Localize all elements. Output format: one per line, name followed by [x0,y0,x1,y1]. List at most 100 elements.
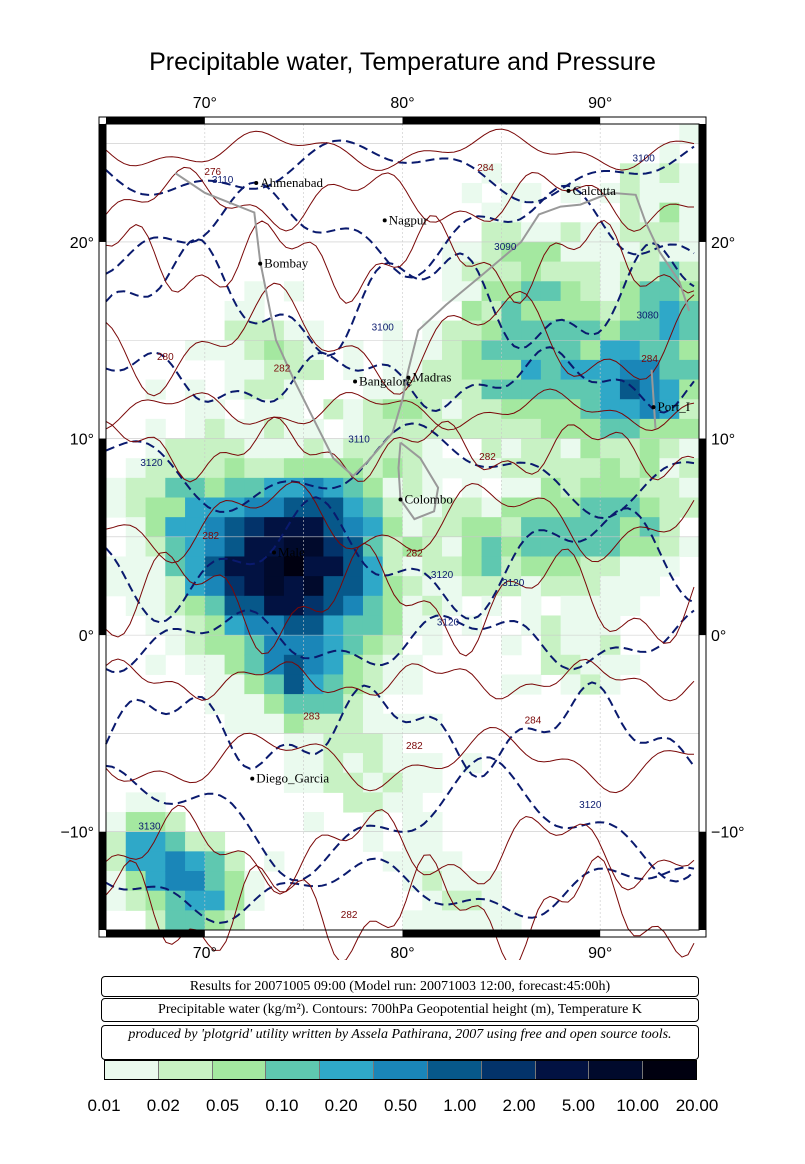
height-contour [105,181,695,279]
pw-cell [461,340,483,361]
pw-cell [343,753,364,774]
temperature-contour [105,282,695,397]
pw-cell [679,202,700,223]
pw-cell [422,536,443,557]
pw-cell [244,477,265,499]
height-contour [105,496,695,624]
pw-cell [145,615,166,636]
pw-cell [343,733,364,754]
pw-cell [224,300,245,322]
pw-cell [402,674,423,695]
pw-cell [619,340,641,361]
pw-cell [580,536,601,557]
pw-cell [521,222,542,243]
pw-cell [501,300,522,322]
pw-cell [362,379,384,400]
map-frame [98,116,707,938]
legend-swatch [320,1061,375,1079]
pw-cell [422,595,443,616]
pw-cell [619,222,641,243]
pw-cell [244,713,265,734]
india-coastline [174,172,691,478]
pw-cell [264,379,285,400]
pw-cell [204,674,226,695]
lon-tick-label-bottom: 80° [390,945,414,960]
pw-cell [382,477,403,499]
pw-cell [481,458,502,479]
pw-cell [679,536,700,557]
pw-cell [204,851,226,872]
pw-cell [125,477,147,499]
pw-cell [106,851,127,872]
legend-label: 0.01 [87,1096,121,1115]
pw-cell [540,654,562,675]
pw-cell [521,182,542,204]
pw-cell [382,654,403,675]
height-contour [105,857,695,924]
city-label: Madras [412,370,451,385]
pw-cell [185,438,206,459]
pw-cell [600,418,621,440]
pw-cell [402,536,423,557]
pw-cell [204,340,226,361]
pw-cell [303,458,324,479]
pw-cell [540,556,562,577]
pw-cell [264,851,285,872]
lat-tick-label-right: 10° [711,432,735,449]
pw-cell [343,438,364,459]
pw-cell [264,418,285,440]
pw-cell [185,615,206,636]
pw-cell [343,635,364,656]
pw-cell [382,320,403,341]
pw-cell [461,517,483,538]
pw-cell [600,497,621,518]
legend-label: 0.50 [383,1096,418,1115]
pw-cell [244,694,265,715]
pw-cell [224,379,245,400]
pw-cell [244,615,265,636]
pw-cell [442,241,463,263]
pw-cell [343,497,364,518]
pw-cell [422,359,443,381]
city-dot [406,375,411,380]
pw-cell [422,379,443,400]
temperature-contour [105,166,694,232]
pw-cell [422,772,443,793]
pw-cell [659,379,680,400]
pw-cell [560,517,581,538]
pw-cell [323,517,344,538]
city-label: Diego_Garcia [256,771,329,786]
legend-label: 0.20 [324,1096,358,1115]
pw-cell [600,281,621,302]
pw-cell [639,438,660,459]
pw-cell [362,772,384,793]
pw-cell [283,399,305,420]
pw-cell [442,536,463,557]
pw-cell [501,635,522,656]
pw-cell [145,890,166,911]
pw-cell [145,418,166,440]
pw-cell [382,772,403,793]
pw-cell [185,379,206,400]
city-label: Port_I [658,399,691,414]
pw-cell [362,438,384,459]
pw-cell [501,497,522,518]
pw-cell [619,202,641,223]
pw-cell [600,654,621,675]
pw-cell [185,340,206,361]
pw-cell [659,222,680,243]
pw-cell [343,399,364,420]
city-dot [382,218,387,223]
pw-cell [303,477,324,499]
pw-cell [540,615,562,636]
legend-swatch [535,1061,590,1079]
pw-cell [224,890,245,911]
pw-cell [224,694,245,715]
pw-cell [619,418,641,440]
pw-cell [283,674,305,695]
pw-cell [481,222,502,243]
pw-cell [303,438,324,459]
pw-cell [303,576,324,597]
pw-cell [521,595,542,616]
pw-cell [204,458,226,479]
